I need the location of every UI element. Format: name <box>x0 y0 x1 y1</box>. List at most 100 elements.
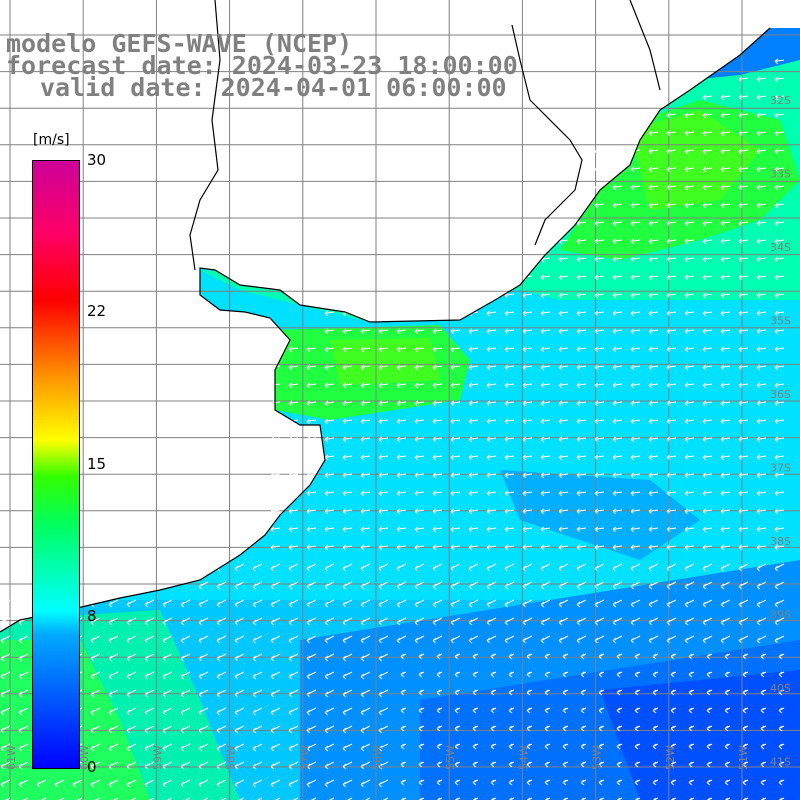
lat-label: 34S <box>770 241 791 254</box>
wind-arrow <box>684 238 695 245</box>
wind-arrow <box>702 94 713 101</box>
wind-arrow <box>180 671 191 680</box>
wind-arrow <box>508 743 515 750</box>
wind-arrow <box>454 671 461 678</box>
wind-arrow <box>702 635 713 644</box>
wind-arrow <box>342 454 353 461</box>
wind-arrow <box>738 202 749 209</box>
wind-arrow <box>450 274 461 281</box>
wind-arrow <box>144 689 155 698</box>
wind-arrow <box>306 617 317 626</box>
wind-arrow <box>18 689 29 698</box>
wind-arrow <box>576 274 587 281</box>
wind-arrow <box>468 346 479 353</box>
wind-arrow <box>544 671 551 678</box>
wind-arrow <box>486 635 497 644</box>
wind-arrow <box>0 743 11 752</box>
wind-arrow <box>306 653 317 662</box>
wind-arrow <box>270 599 281 608</box>
wind-arrow <box>288 671 299 680</box>
wind-arrow <box>558 454 569 461</box>
wind-arrow <box>720 599 731 608</box>
wind-arrow <box>630 256 641 263</box>
wind-arrow <box>774 454 785 461</box>
wind-arrow <box>432 490 443 497</box>
wind-arrow <box>630 166 641 173</box>
wind-arrow <box>414 418 425 425</box>
wind-arrow <box>648 418 659 425</box>
wind-arrow <box>418 653 425 660</box>
wind-arrow <box>252 707 263 716</box>
wind-arrow <box>612 418 623 425</box>
wind-arrow <box>774 635 785 644</box>
wind-arrow <box>616 761 623 768</box>
wind-arrow <box>774 238 785 245</box>
wind-arrow <box>702 490 713 497</box>
wind-arrow <box>738 364 749 371</box>
wind-arrow <box>666 635 677 644</box>
wind-arrow <box>504 544 515 551</box>
wind-arrow <box>396 400 407 407</box>
wind-arrow <box>540 292 551 299</box>
wind-arrow <box>414 617 425 626</box>
wind-arrow <box>522 508 533 515</box>
wind-arrow <box>738 328 749 335</box>
wind-arrow <box>648 581 659 590</box>
wind-arrow <box>756 292 767 299</box>
wind-arrow <box>738 310 749 317</box>
wind-arrow <box>324 761 335 770</box>
wind-arrow <box>742 653 749 660</box>
wind-arrow <box>526 671 533 678</box>
wind-arrow <box>760 653 767 660</box>
wind-arrow <box>378 400 389 407</box>
wind-arrow <box>630 418 641 425</box>
wind-arrow <box>526 797 533 800</box>
wind-arrow <box>594 526 605 533</box>
wind-arrow <box>144 725 155 734</box>
wind-arrow <box>652 707 659 714</box>
wind-arrow <box>360 725 371 734</box>
wind-arrow <box>594 292 605 299</box>
wind-arrow <box>306 599 317 608</box>
wind-arrow <box>738 436 749 443</box>
wind-arrow <box>630 328 641 335</box>
wind-arrow <box>216 617 227 626</box>
wind-arrow <box>576 436 587 443</box>
wind-arrow <box>684 508 695 515</box>
wind-arrow <box>378 508 389 515</box>
wind-arrow <box>774 58 785 65</box>
wind-arrow <box>306 346 317 353</box>
wind-arrow <box>562 707 569 714</box>
wind-arrow <box>450 490 461 497</box>
wind-arrow <box>360 743 371 752</box>
wind-arrow <box>756 256 767 263</box>
wind-arrow <box>468 436 479 443</box>
wind-arrow <box>486 599 497 608</box>
wind-arrow <box>288 635 299 644</box>
wind-arrow <box>270 707 281 716</box>
wind-arrow <box>126 653 137 662</box>
wind-arrow <box>490 743 497 750</box>
wind-arrow <box>558 274 569 281</box>
wind-arrow <box>738 274 749 281</box>
wind-arrow <box>702 454 713 461</box>
wind-arrow <box>594 599 605 608</box>
wind-arrow <box>720 472 731 479</box>
wind-arrow <box>778 653 785 660</box>
wind-arrow <box>504 256 515 263</box>
wind-arrow <box>666 256 677 263</box>
wind-arrow <box>162 725 173 734</box>
wind-arrow <box>648 436 659 443</box>
wind-arrow <box>558 364 569 371</box>
valid-date: valid date: 2024-04-01 06:00:00 <box>40 73 507 102</box>
wind-arrow <box>324 310 335 317</box>
wind-arrow <box>670 797 677 800</box>
wind-arrow <box>778 761 785 768</box>
wind-arrow <box>742 797 749 800</box>
lon-label: 60W <box>78 745 91 770</box>
wind-arrow <box>706 797 713 800</box>
wind-arrow <box>648 346 659 353</box>
wind-arrow <box>468 328 479 335</box>
wind-arrow <box>504 454 515 461</box>
wind-arrow <box>454 689 461 696</box>
